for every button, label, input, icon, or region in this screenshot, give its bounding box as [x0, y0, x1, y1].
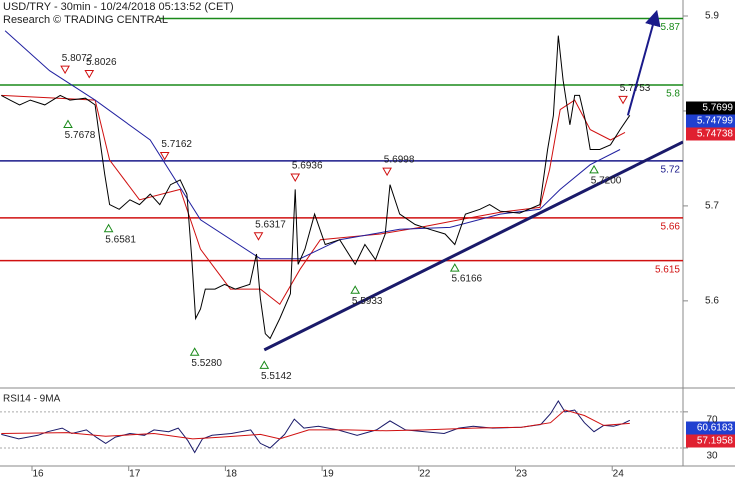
x-tick-label: 23 — [516, 469, 528, 480]
annotation-label: 5.5280 — [191, 358, 222, 369]
low-marker — [589, 164, 599, 174]
low-marker — [259, 360, 270, 369]
annotation-label: 5.6936 — [292, 161, 323, 172]
price-tag — [686, 421, 735, 435]
high-marker — [618, 95, 628, 105]
annotation-label: 5.5933 — [352, 296, 383, 307]
x-tick-label: 24 — [613, 469, 625, 480]
y-tick-label: 5.9 — [705, 11, 719, 22]
high-marker — [159, 152, 170, 161]
price-tag-label: 60.6183 — [697, 423, 734, 434]
low-marker — [63, 119, 73, 129]
series-line — [1, 35, 631, 340]
high-marker — [84, 69, 95, 79]
annotation-label: 5.6998 — [384, 155, 415, 166]
high-marker — [382, 167, 392, 177]
x-tick-label: 17 — [129, 469, 141, 480]
level-label: 5.72 — [661, 165, 681, 176]
annotation-label: 5.7200 — [591, 176, 622, 187]
chart-title: USD/TRY - 30min - 10/24/2018 05:13:52 (C… — [3, 1, 234, 13]
x-tick-label: 19 — [323, 469, 335, 480]
rsi-panel — [0, 400, 683, 454]
y-tick-label: 70 — [706, 414, 718, 425]
annotation-label: 5.7162 — [161, 139, 192, 150]
level-label: 5.66 — [661, 222, 681, 233]
rsi-title: RSI14 - 9MA — [3, 394, 61, 405]
level-label: 5.615 — [655, 264, 680, 275]
high-marker — [290, 173, 301, 182]
price-tag — [686, 101, 735, 115]
low-marker — [449, 263, 460, 272]
price-tag-label: 5.74799 — [697, 116, 734, 127]
annotation-label: 5.6166 — [451, 274, 482, 285]
trendline — [263, 140, 683, 352]
annotation-label: 5.6317 — [255, 219, 286, 230]
high-marker — [60, 65, 70, 75]
forecast-arrow — [626, 9, 661, 116]
price-tag — [686, 114, 735, 128]
level-label: 5.87 — [661, 22, 681, 33]
series-line — [1, 400, 631, 454]
price-tag-label: 5.74738 — [697, 129, 734, 140]
price-tag-label: 57.1958 — [697, 436, 734, 447]
low-marker — [350, 285, 361, 294]
annotation-label: 5.5142 — [261, 371, 292, 382]
chart-subtitle: Research © TRADING CENTRAL — [3, 14, 168, 26]
low-marker — [189, 347, 200, 356]
header-bg — [0, 0, 160, 26]
annotation-label: 5.8072 — [62, 53, 93, 64]
low-marker — [103, 223, 114, 233]
series-line — [1, 94, 626, 306]
x-tick-label: 16 — [32, 469, 44, 480]
price-tag-label: 5.7699 — [702, 103, 733, 114]
level-label: 5.8 — [666, 89, 680, 100]
series-line — [1, 409, 630, 440]
price-tag — [686, 434, 735, 448]
annotation-label: 5.7678 — [65, 130, 96, 141]
y-tick-label: 5.6 — [705, 295, 719, 306]
x-tick-label: 18 — [226, 469, 238, 480]
x-tick-label: 22 — [419, 469, 431, 480]
annotation-label: 5.6581 — [105, 234, 136, 245]
y-tick-label: 30 — [706, 451, 718, 462]
price-tag — [686, 127, 735, 141]
high-marker — [253, 232, 264, 241]
y-tick-label: 5.7 — [705, 201, 719, 212]
annotation-label: 5.8026 — [86, 57, 117, 68]
